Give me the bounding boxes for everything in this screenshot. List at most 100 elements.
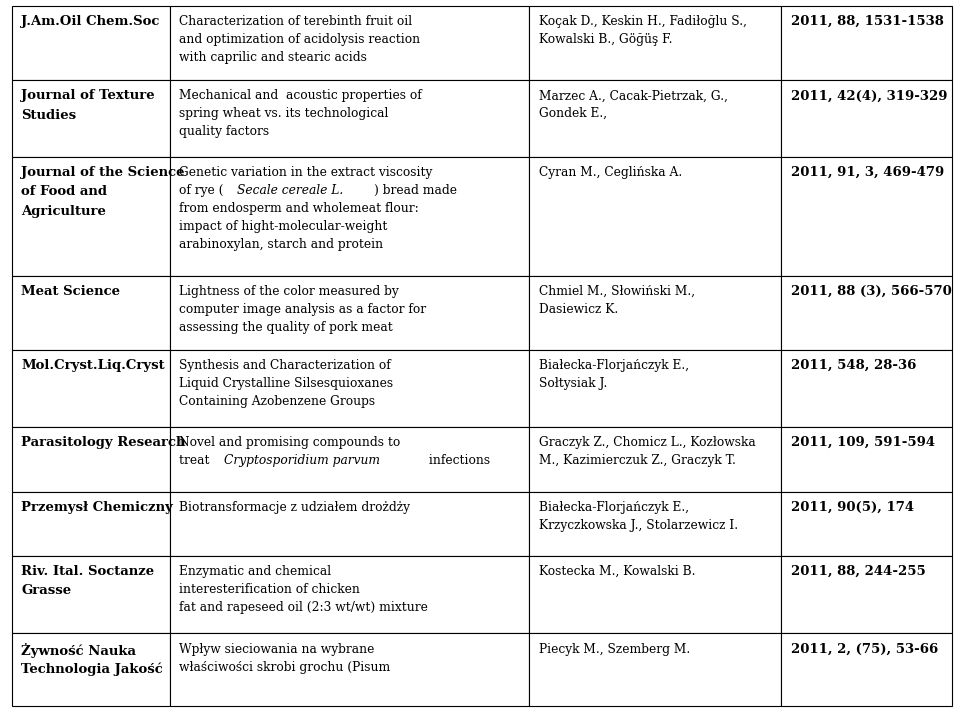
- Text: Cyran M., Ceglińska A.: Cyran M., Ceglińska A.: [539, 166, 682, 179]
- Text: Kostecka M., Kowalski B.: Kostecka M., Kowalski B.: [539, 564, 695, 578]
- Bar: [170, 555, 529, 633]
- Text: Graczyk Z., Chomicz L., Kozłowska: Graczyk Z., Chomicz L., Kozłowska: [539, 436, 756, 449]
- Text: 2011, 42(4), 319-329: 2011, 42(4), 319-329: [791, 89, 948, 102]
- Text: with caprilic and stearic acids: with caprilic and stearic acids: [180, 51, 367, 64]
- Bar: [170, 492, 529, 555]
- Text: Białecka-Florjańczyk E.,: Białecka-Florjańczyk E.,: [539, 359, 688, 372]
- Text: spring wheat vs. its technological: spring wheat vs. its technological: [180, 107, 389, 120]
- Text: Koçak D., Keskin H., Fadiłoğlu S.,: Koçak D., Keskin H., Fadiłoğlu S.,: [539, 15, 747, 28]
- Text: Genetic variation in the extract viscosity: Genetic variation in the extract viscosi…: [180, 166, 433, 179]
- Text: Sołtysiak J.: Sołtysiak J.: [539, 377, 607, 391]
- Text: Krzyczkowska J., Stolarzewicz I.: Krzyczkowska J., Stolarzewicz I.: [539, 519, 737, 532]
- Bar: [781, 492, 952, 555]
- Bar: [12, 80, 170, 157]
- Bar: [170, 6, 529, 80]
- Text: Żywność Nauka: Żywność Nauka: [21, 643, 136, 657]
- Bar: [12, 633, 170, 706]
- Text: Mechanical and  acoustic properties of: Mechanical and acoustic properties of: [180, 89, 422, 102]
- Bar: [12, 555, 170, 633]
- Text: Containing Azobenzene Groups: Containing Azobenzene Groups: [180, 395, 375, 408]
- Bar: [170, 427, 529, 492]
- Bar: [170, 275, 529, 350]
- Text: Studies: Studies: [21, 109, 76, 121]
- Text: impact of hight-molecular-weight: impact of hight-molecular-weight: [180, 219, 388, 233]
- Text: Meat Science: Meat Science: [21, 285, 120, 298]
- Text: J.Am.Oil Chem.Soc: J.Am.Oil Chem.Soc: [21, 15, 159, 28]
- Text: 2011, 88 (3), 566-570: 2011, 88 (3), 566-570: [791, 285, 951, 298]
- Bar: [529, 633, 781, 706]
- Bar: [170, 350, 529, 427]
- Bar: [781, 633, 952, 706]
- Text: Marzec A., Cacak-Pietrzak, G.,: Marzec A., Cacak-Pietrzak, G.,: [539, 89, 728, 102]
- Text: 2011, 88, 244-255: 2011, 88, 244-255: [791, 564, 925, 578]
- Bar: [529, 157, 781, 275]
- Text: właściwości skrobi grochu (Pisum: właściwości skrobi grochu (Pisum: [180, 660, 391, 674]
- Bar: [170, 633, 529, 706]
- Text: Piecyk M., Szemberg M.: Piecyk M., Szemberg M.: [539, 643, 690, 656]
- Text: Technologia Jakość: Technologia Jakość: [21, 662, 163, 676]
- Text: Parasitology Research: Parasitology Research: [21, 436, 185, 449]
- Text: of rye (: of rye (: [180, 184, 224, 197]
- Text: Gondek E.,: Gondek E.,: [539, 107, 607, 120]
- Text: 2011, 2, (75), 53-66: 2011, 2, (75), 53-66: [791, 643, 938, 656]
- Text: arabinoxylan, starch and protein: arabinoxylan, starch and protein: [180, 238, 383, 251]
- Text: Mol.Cryst.Liq.Cryst: Mol.Cryst.Liq.Cryst: [21, 359, 165, 372]
- Bar: [781, 427, 952, 492]
- Text: treat: treat: [180, 454, 213, 466]
- Text: Cryptosporidium parvum: Cryptosporidium parvum: [224, 454, 379, 466]
- Text: quality factors: quality factors: [180, 125, 270, 138]
- Bar: [529, 80, 781, 157]
- Text: Biotransformacje z udziałem drożdży: Biotransformacje z udziałem drożdży: [180, 501, 410, 514]
- Text: Agriculture: Agriculture: [21, 204, 106, 217]
- Text: and optimization of acidolysis reaction: and optimization of acidolysis reaction: [180, 33, 420, 46]
- Bar: [529, 427, 781, 492]
- Bar: [781, 157, 952, 275]
- Text: fat and rapeseed oil (2:3 wt/wt) mixture: fat and rapeseed oil (2:3 wt/wt) mixture: [180, 601, 428, 613]
- Text: computer image analysis as a factor for: computer image analysis as a factor for: [180, 303, 426, 316]
- Text: 2011, 548, 28-36: 2011, 548, 28-36: [791, 359, 916, 372]
- Text: Riv. Ital. Soctanze: Riv. Ital. Soctanze: [21, 564, 155, 578]
- Text: Dasiewicz K.: Dasiewicz K.: [539, 303, 618, 316]
- Bar: [12, 427, 170, 492]
- Text: Białecka-Florjańczyk E.,: Białecka-Florjańczyk E.,: [539, 501, 688, 514]
- Text: Journal of Texture: Journal of Texture: [21, 89, 155, 102]
- Bar: [781, 6, 952, 80]
- Text: Characterization of terebinth fruit oil: Characterization of terebinth fruit oil: [180, 15, 412, 28]
- Text: assessing the quality of pork meat: assessing the quality of pork meat: [180, 321, 393, 334]
- Bar: [529, 6, 781, 80]
- Text: 2011, 109, 591-594: 2011, 109, 591-594: [791, 436, 935, 449]
- Text: Journal of the Science: Journal of the Science: [21, 166, 184, 179]
- Text: Grasse: Grasse: [21, 584, 71, 597]
- Text: interesterification of chicken: interesterification of chicken: [180, 583, 360, 596]
- Bar: [12, 6, 170, 80]
- Text: Novel and promising compounds to: Novel and promising compounds to: [180, 436, 400, 449]
- Text: 2011, 91, 3, 469-479: 2011, 91, 3, 469-479: [791, 166, 944, 179]
- Text: 2011, 88, 1531-1538: 2011, 88, 1531-1538: [791, 15, 944, 28]
- Bar: [529, 275, 781, 350]
- Text: Chmiel M., Słowiński M.,: Chmiel M., Słowiński M.,: [539, 285, 695, 298]
- Bar: [170, 157, 529, 275]
- Bar: [781, 80, 952, 157]
- Text: M., Kazimierczuk Z., Graczyk T.: M., Kazimierczuk Z., Graczyk T.: [539, 454, 735, 466]
- Bar: [529, 555, 781, 633]
- Text: Kowalski B., Göğüş F.: Kowalski B., Göğüş F.: [539, 33, 672, 46]
- Text: Liquid Crystalline Silsesquioxanes: Liquid Crystalline Silsesquioxanes: [180, 377, 394, 391]
- Text: 2011, 90(5), 174: 2011, 90(5), 174: [791, 501, 914, 514]
- Bar: [781, 350, 952, 427]
- Bar: [781, 555, 952, 633]
- Text: Przemysł Chemiczny: Przemysł Chemiczny: [21, 501, 173, 514]
- Text: Secale cereale L.: Secale cereale L.: [236, 184, 343, 197]
- Bar: [12, 350, 170, 427]
- Text: Enzymatic and chemical: Enzymatic and chemical: [180, 564, 331, 578]
- Text: infections: infections: [425, 454, 490, 466]
- Bar: [12, 157, 170, 275]
- Text: ) bread made: ) bread made: [373, 184, 457, 197]
- Bar: [781, 275, 952, 350]
- Text: of Food and: of Food and: [21, 185, 108, 198]
- Bar: [170, 80, 529, 157]
- Bar: [12, 492, 170, 555]
- Bar: [529, 350, 781, 427]
- Text: Lightness of the color measured by: Lightness of the color measured by: [180, 285, 399, 298]
- Text: from endosperm and wholemeat flour:: from endosperm and wholemeat flour:: [180, 202, 419, 214]
- Text: Synthesis and Characterization of: Synthesis and Characterization of: [180, 359, 391, 372]
